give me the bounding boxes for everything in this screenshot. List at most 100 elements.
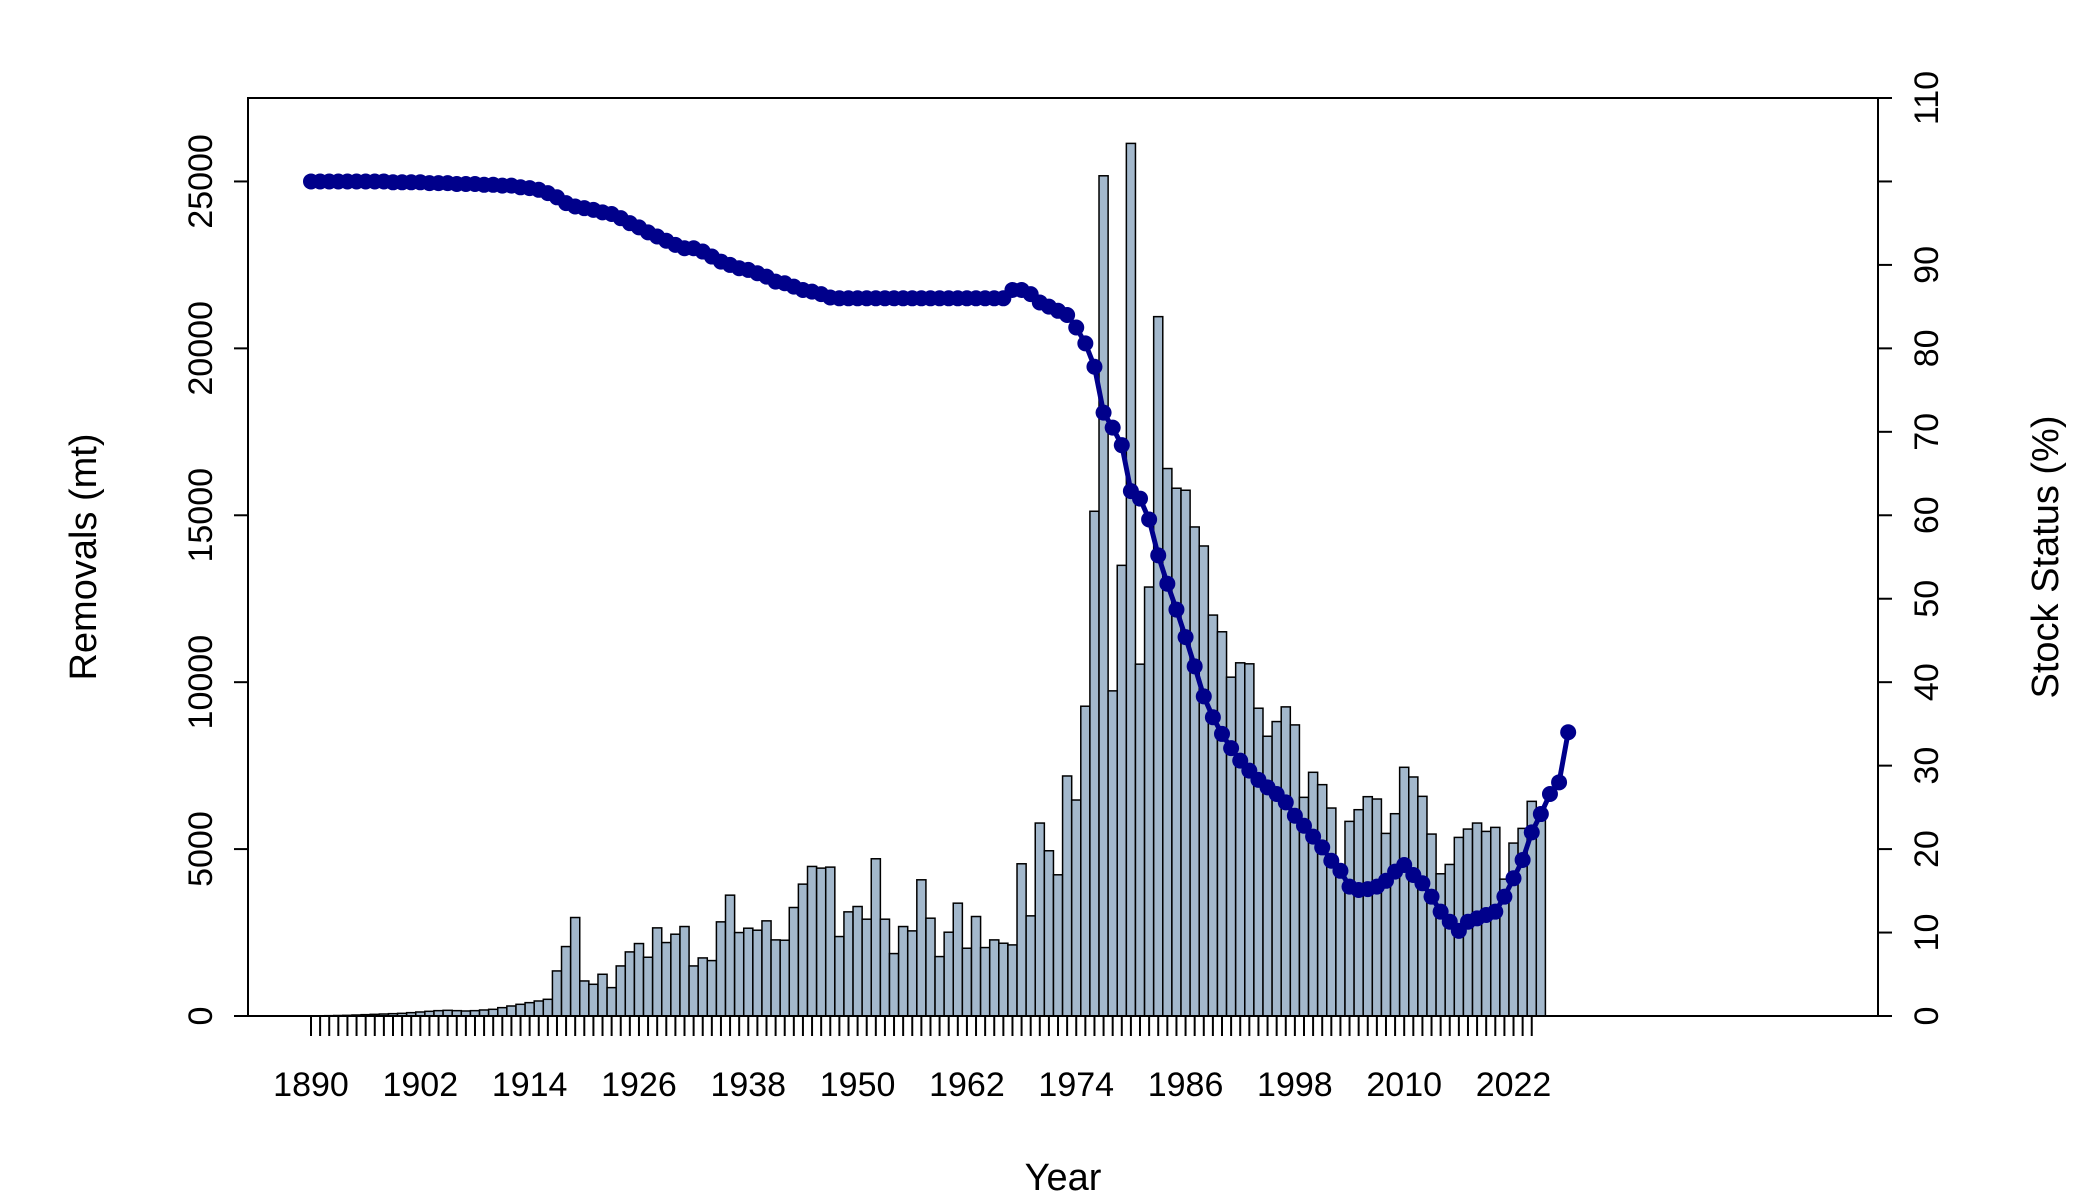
bar-1989 [1207, 614, 1219, 1017]
x-tick-label-2010: 2010 [1366, 1066, 1442, 1104]
bar-1916 [542, 998, 554, 1017]
bar-1956 [906, 930, 918, 1017]
bar-1934 [706, 959, 718, 1017]
bar-1910 [487, 1008, 499, 1017]
bar-2008 [1380, 832, 1392, 1017]
removals-bars [314, 142, 1547, 1017]
stock-status-point-1985 [1168, 601, 1185, 618]
stock-status-point-1976 [1086, 358, 1103, 375]
bar-1959 [934, 955, 945, 1017]
x-tick-label-1926: 1926 [601, 1066, 677, 1104]
stock-status-point-2020 [1487, 903, 1504, 920]
bar-1925 [624, 951, 636, 1017]
bar-1946 [815, 867, 827, 1017]
left-tick-label-0: 0 [182, 1007, 220, 1026]
stock-status-point-1987 [1186, 658, 1203, 675]
bar-1935 [715, 921, 727, 1017]
stock-status-point-2001 [1314, 839, 1331, 856]
bar-1914 [524, 1001, 535, 1017]
bar-2012 [1417, 795, 1428, 1017]
bar-1992 [1234, 662, 1246, 1017]
bar-1964 [979, 946, 991, 1017]
bar-1963 [970, 915, 982, 1017]
stock-status-point-2024 [1523, 824, 1540, 841]
stock-status-point-1981 [1132, 490, 1149, 507]
bar-1990 [1216, 631, 1228, 1017]
right-tick-label-30: 30 [1908, 747, 1946, 785]
left-tick-label-25000: 25000 [182, 134, 220, 229]
stock-status-point-2013 [1423, 888, 1440, 905]
bar-1991 [1225, 676, 1237, 1017]
right-tick-label-0: 0 [1908, 1007, 1946, 1026]
bar-1980 [1125, 142, 1137, 1017]
bar-1994 [1253, 707, 1264, 1017]
bar-1981 [1134, 663, 1146, 1017]
bar-1976 [1089, 510, 1100, 1017]
right-tick-label-20: 20 [1908, 830, 1946, 868]
bar-1985 [1171, 487, 1182, 1017]
stock-status-point-undefined [1560, 724, 1577, 741]
bar-1987 [1189, 526, 1200, 1017]
bar-2001 [1316, 783, 1328, 1017]
x-tick-label-1902: 1902 [382, 1066, 458, 1104]
bar-1915 [533, 1000, 545, 1017]
stock-status-point-2000 [1305, 828, 1322, 845]
stock-status-point-2003 [1332, 862, 1349, 879]
bar-2013 [1426, 833, 1437, 1017]
bar-1969 [1025, 915, 1036, 1017]
bar-1933 [697, 957, 709, 1017]
bar-1962 [961, 947, 973, 1017]
stock-status-point-1999 [1295, 817, 1312, 834]
right-tick-label-60: 60 [1908, 496, 1946, 534]
bar-1957 [916, 879, 927, 1017]
bar-1982 [1143, 586, 1155, 1017]
bar-1958 [925, 917, 936, 1017]
x-axis-title: Year [1025, 1157, 1102, 1199]
bar-1967 [1007, 944, 1018, 1017]
bar-1961 [952, 902, 964, 1017]
right-tick-label-80: 80 [1908, 329, 1946, 367]
bar-1970 [1034, 822, 1046, 1017]
bar-1954 [888, 952, 900, 1017]
bar-1966 [998, 942, 1009, 1017]
bar-1932 [688, 965, 699, 1017]
bar-1979 [1116, 564, 1128, 1017]
right-y-axis: 0 10 20 30 40 50 60 70 80 90 110 [1877, 71, 1946, 1026]
bar-2007 [1371, 798, 1383, 1017]
bar-1997 [1280, 706, 1292, 1017]
stock-status-point-1986 [1177, 629, 1194, 646]
bar-1930 [670, 933, 681, 1017]
stock-status-point-1977 [1095, 404, 1112, 421]
bar-1937 [733, 931, 745, 1017]
bar-1998 [1289, 724, 1301, 1017]
bar-1960 [943, 931, 955, 1017]
bar-1952 [870, 858, 882, 1017]
x-tick-label-2022: 2022 [1476, 1066, 1552, 1104]
bar-1921 [588, 983, 599, 1017]
bar-1941 [770, 939, 781, 1017]
x-tick-label-1962: 1962 [929, 1066, 1005, 1104]
bar-1943 [788, 906, 800, 1017]
bar-2002 [1326, 807, 1337, 1017]
stock-status-point-2021 [1496, 888, 1513, 905]
bar-1913 [515, 1003, 526, 1017]
stock-status-point-1978 [1104, 419, 1121, 436]
bar-1949 [843, 911, 854, 1017]
bar-1940 [761, 920, 772, 1017]
right-axis-title: Stock Status (%) [2025, 416, 2067, 699]
bar-1938 [742, 927, 754, 1017]
bar-1928 [651, 927, 663, 1017]
bar-2015 [1444, 863, 1456, 1017]
stock-status-point-1974 [1068, 319, 1085, 336]
bar-1988 [1198, 545, 1210, 1017]
left-tick-label-15000: 15000 [182, 468, 220, 563]
stock-status-point-1989 [1204, 709, 1221, 726]
right-tick-label-10: 10 [1908, 914, 1946, 952]
left-tick-label-10000: 10000 [182, 635, 220, 730]
stock-status-point-undefined [1551, 774, 1568, 791]
right-tick-label-50: 50 [1908, 580, 1946, 618]
x-tick-label-1986: 1986 [1148, 1066, 1224, 1104]
right-tick-label-40: 40 [1908, 663, 1946, 701]
bar-1929 [660, 941, 672, 1017]
stock-status-point-1979 [1113, 437, 1130, 454]
